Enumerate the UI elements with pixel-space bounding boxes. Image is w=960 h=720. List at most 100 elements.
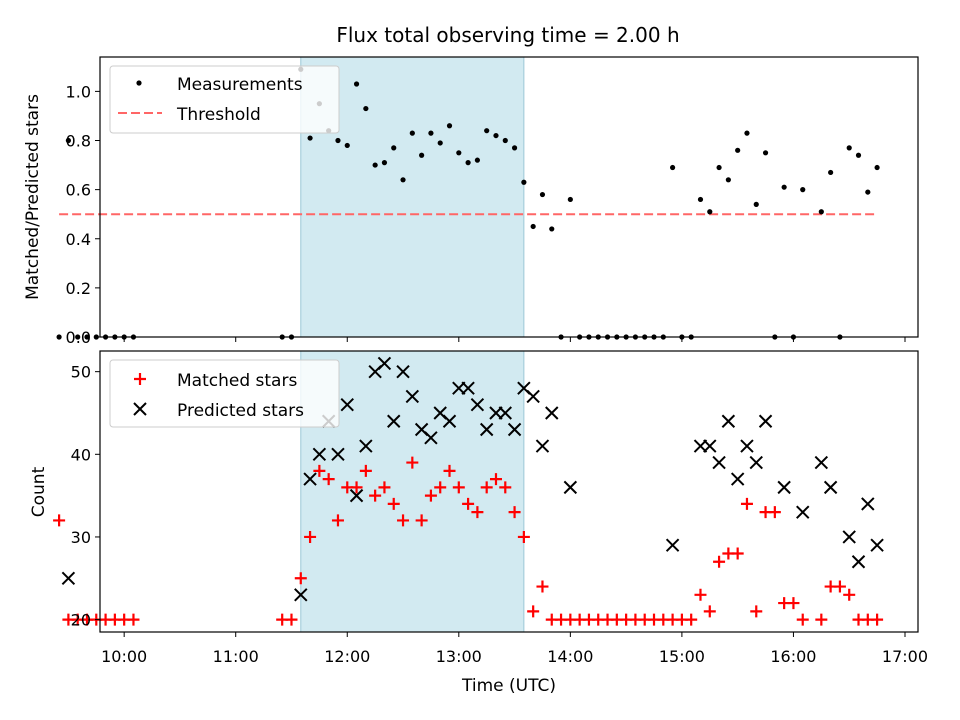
matched-point [415, 514, 428, 527]
x-tick-label: 11:00 [213, 647, 259, 666]
measurement-point [567, 196, 573, 203]
x-axis-label: Time (UTC) [461, 676, 556, 696]
top-axes-frame [99, 56, 919, 338]
predicted-point [294, 588, 308, 602]
matched-point [294, 572, 307, 585]
measurement-point [391, 145, 397, 151]
measurement-point [697, 196, 704, 203]
matched-point [387, 497, 400, 510]
matched-point [443, 464, 456, 477]
matched-point [331, 514, 344, 527]
predicted-point [749, 455, 763, 470]
measurement-point [818, 209, 824, 215]
matched-point [313, 464, 326, 477]
predicted-point [545, 406, 559, 420]
predicted-point [396, 364, 410, 379]
measurement-point [335, 137, 341, 144]
matched-point [508, 506, 521, 519]
measurement-point [484, 128, 490, 134]
matched-point [536, 580, 549, 593]
matched-point [768, 506, 781, 519]
matched-point [815, 613, 828, 626]
predicted-point [563, 480, 578, 495]
predicted-point [823, 480, 838, 495]
predicted-point [507, 422, 522, 437]
measurement-point [725, 177, 731, 183]
predicted-point [796, 505, 810, 519]
measurement-point [781, 184, 787, 190]
measurement-point [56, 334, 62, 340]
measurement-point [437, 140, 443, 146]
predicted-point [526, 389, 540, 404]
chart-title: Flux total observing time = 2.00 h [336, 23, 679, 47]
predicted-point [312, 447, 327, 462]
top-y-tick-label: 0.2 [66, 279, 91, 298]
x-tick-label: 17:00 [882, 647, 928, 666]
predicted-point [424, 431, 438, 445]
matched-point [462, 497, 475, 510]
matched-point [489, 473, 502, 486]
predicted-point [377, 356, 392, 371]
measurement-point [539, 191, 546, 198]
top-legend: Measurements Threshold [109, 65, 340, 134]
predicted-point [721, 414, 736, 428]
x-tick-label: 15:00 [659, 647, 705, 666]
matched-point [397, 514, 410, 527]
legend-matched-label: Matched stars [177, 371, 297, 391]
matched-point [359, 464, 372, 477]
matched-point [731, 547, 744, 560]
measurement-point [344, 142, 350, 149]
predicted-point [851, 555, 866, 569]
predicted-point [461, 381, 475, 395]
measurement-point [865, 189, 871, 195]
measurement-point [530, 223, 536, 230]
legend-predicted-marker [133, 402, 147, 416]
bottom-y-tick-label: 40 [71, 445, 91, 464]
predicted-point [61, 571, 76, 585]
measurement-point [707, 209, 713, 215]
measurement-point [502, 137, 508, 144]
measurement-point [84, 334, 90, 340]
measurement-point [716, 164, 722, 171]
predicted-point [814, 455, 829, 470]
matched-point [285, 613, 298, 626]
measurement-point [353, 81, 360, 87]
measurement-point [474, 157, 480, 163]
matched-point [369, 489, 382, 502]
measurement-point [493, 132, 499, 139]
x-tick-label: 14:00 [547, 647, 593, 666]
matched-point [480, 481, 493, 494]
measurement-point [465, 160, 471, 166]
bottom-y-tick-label: 20 [71, 611, 91, 630]
top-y-tick-label: 0.8 [66, 132, 91, 151]
x-tick-label: 13:00 [436, 647, 482, 666]
measurement-point [65, 137, 71, 144]
measurement-point [446, 123, 453, 129]
matched-point [517, 530, 530, 543]
predicted-point [331, 447, 345, 462]
matched-point [406, 456, 419, 469]
predicted-point [405, 389, 420, 404]
measurement-point [549, 226, 555, 232]
measurement-point [846, 145, 852, 151]
predicted-point [758, 414, 773, 428]
measurement-point [419, 152, 425, 158]
measurement-point [456, 150, 462, 156]
bottom-axes-frame [99, 350, 919, 633]
matched-point [703, 605, 716, 618]
predicted-point [842, 530, 856, 544]
matched-point [127, 613, 140, 626]
bottom-panel: 20 30 40 50 10:00 11:00 12:00 13:00 14:00 15:00 1… [29, 350, 928, 696]
x-tick-label: 12:00 [324, 647, 370, 666]
top-panel: 0.0 0.2 0.4 0.6 0.8 1.0 Matched/Predicted sta… [23, 56, 919, 347]
matched-point [871, 613, 884, 626]
predicted-point [303, 472, 317, 486]
predicted-point [740, 439, 754, 453]
matched-point [499, 481, 512, 494]
matched-point [833, 580, 846, 593]
predicted-point [861, 497, 875, 511]
predicted-point [498, 406, 512, 420]
matched-point [350, 481, 363, 494]
matched-point [740, 497, 753, 510]
